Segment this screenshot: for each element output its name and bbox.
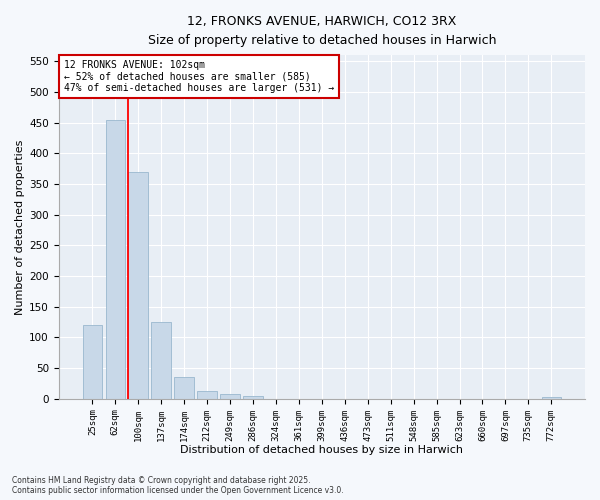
Bar (542, 397, 561, 399)
Text: 12 FRONKS AVENUE: 102sqm
← 52% of detached houses are smaller (585)
47% of semi-: 12 FRONKS AVENUE: 102sqm ← 52% of detach… (64, 60, 334, 94)
Bar (128, 172, 148, 399)
Bar (175, 378, 194, 399)
Title: 12, FRONKS AVENUE, HARWICH, CO12 3RX
Size of property relative to detached house: 12, FRONKS AVENUE, HARWICH, CO12 3RX Siz… (148, 15, 496, 47)
Bar (83, 325, 102, 399)
Bar (197, 391, 217, 399)
Bar (151, 322, 171, 399)
Bar (106, 120, 125, 399)
Bar (243, 396, 263, 399)
Text: Contains HM Land Registry data © Crown copyright and database right 2025.
Contai: Contains HM Land Registry data © Crown c… (12, 476, 344, 495)
Bar (220, 394, 240, 399)
Y-axis label: Number of detached properties: Number of detached properties (15, 140, 25, 314)
X-axis label: Distribution of detached houses by size in Harwich: Distribution of detached houses by size … (181, 445, 463, 455)
